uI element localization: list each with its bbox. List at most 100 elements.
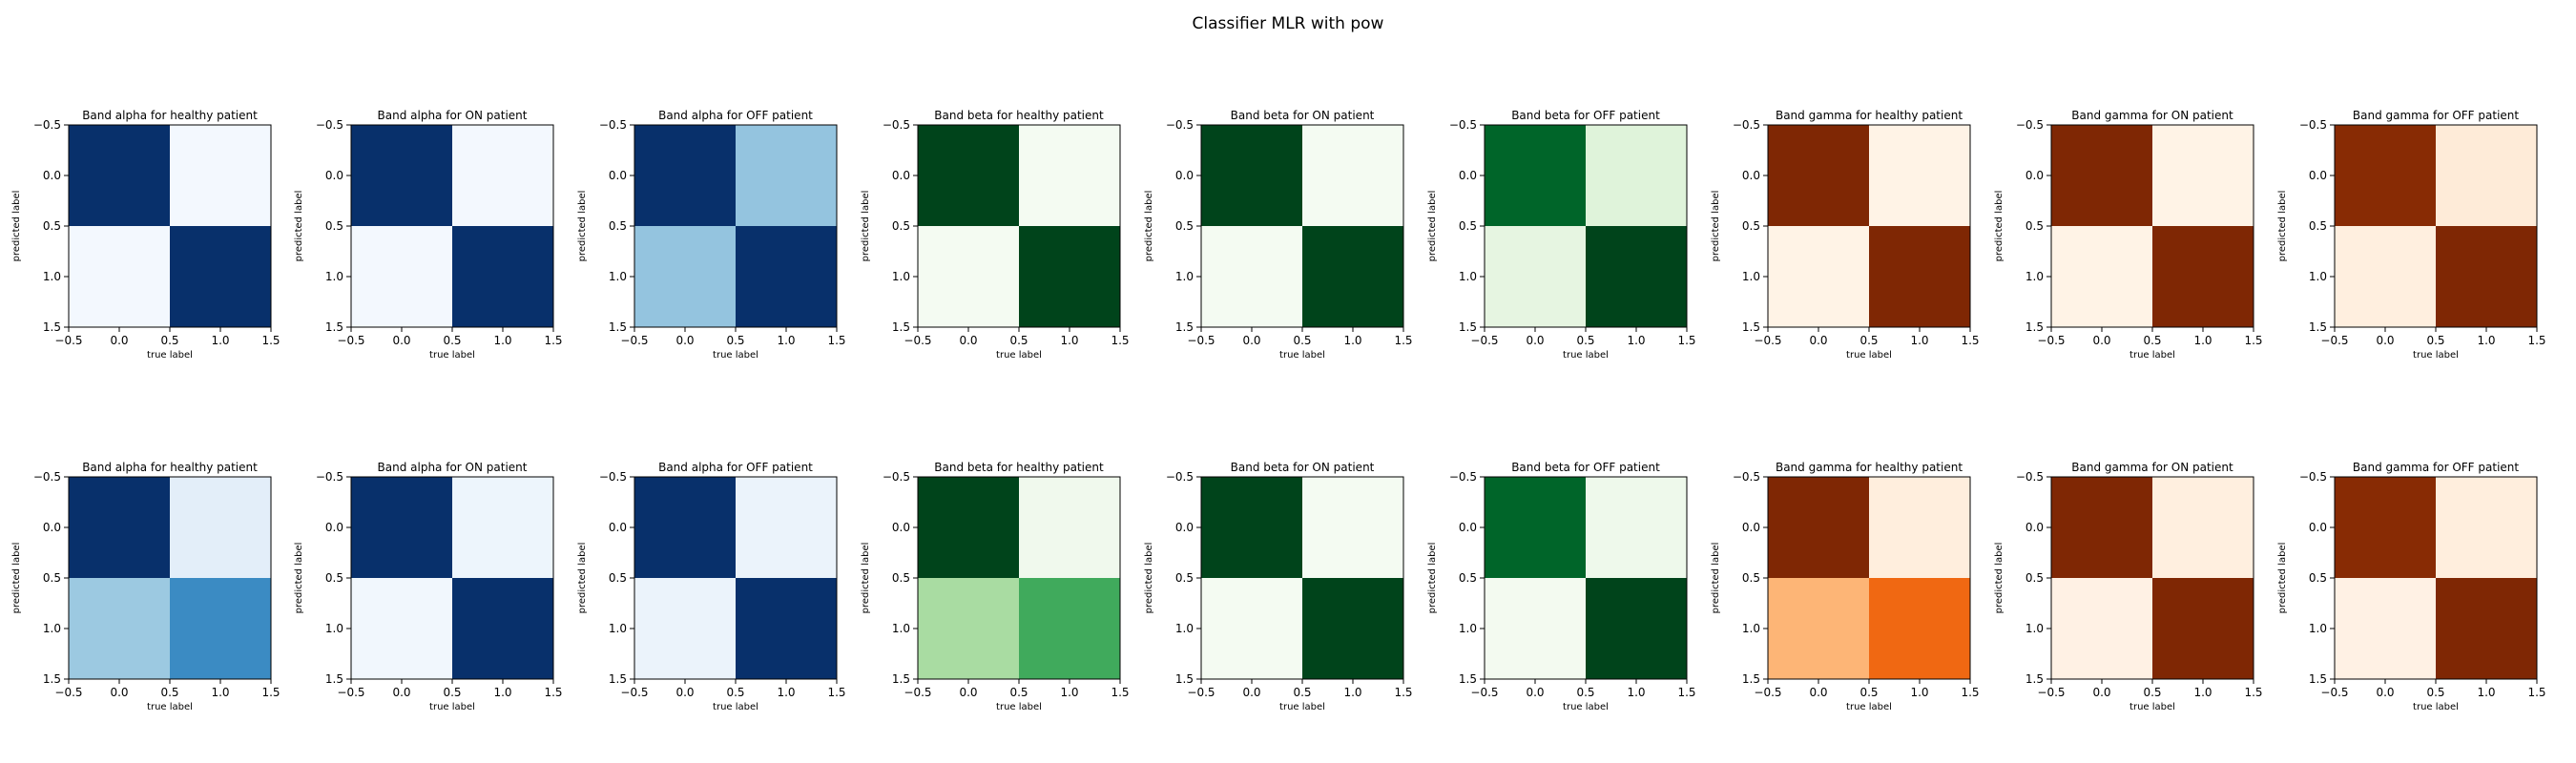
x-axis-label: true label: [713, 702, 758, 712]
heatmap-cell: [2051, 226, 2152, 327]
heatmap-cell: [2436, 477, 2537, 578]
x-tick-label: 1.5: [2527, 334, 2545, 347]
y-tick-label: 1.0: [325, 622, 343, 635]
x-tick-label: −0.5: [904, 334, 931, 347]
heatmap-cell: [1485, 125, 1586, 226]
heatmap-panel: Band alpha for ON patient −0.5 −0.5 0.0 0.0 0…: [294, 109, 563, 361]
x-axis-label: true label: [429, 702, 475, 712]
x-tick-label: −0.5: [2320, 334, 2348, 347]
x-tick-label: 0.5: [1859, 686, 1878, 699]
x-tick-label: 0.0: [1242, 334, 1260, 347]
x-tick-label: 0.0: [110, 686, 128, 699]
x-tick-label: −0.5: [2037, 686, 2065, 699]
heatmap-cell: [1768, 226, 1869, 327]
heatmap-panel: Band gamma for healthy patient −0.5 −0.5 0.…: [1711, 461, 1980, 712]
y-tick-label: −0.5: [883, 118, 910, 132]
y-tick-label: 0.0: [1459, 169, 1477, 182]
heatmap-cell: [918, 226, 1019, 327]
x-axis-label: true label: [1279, 350, 1325, 361]
y-tick-label: 1.0: [892, 622, 910, 635]
y-tick-label: −0.5: [883, 470, 910, 484]
x-tick-label: −0.5: [54, 334, 82, 347]
heatmap-panel: Band alpha for healthy patient −0.5 −0.5 0.…: [11, 109, 280, 361]
y-tick-label: 1.5: [1175, 672, 1194, 686]
heatmap-panel: Band beta for ON patient −0.5 −0.5 0.0 0.0 0.…: [1144, 461, 1413, 712]
figure-title: Classifier MLR with pow: [1193, 14, 1384, 33]
heatmap-panel: Band beta for OFF patient −0.5 −0.5 0.0 0.0 0…: [1427, 461, 1696, 712]
x-tick-label: 1.0: [1627, 334, 1645, 347]
x-tick-label: 1.0: [1910, 686, 1928, 699]
y-axis-label: predicted label: [1427, 543, 1438, 614]
heatmap-cell: [918, 578, 1019, 679]
heatmap-cell: [170, 226, 271, 327]
x-axis-label: true label: [996, 702, 1042, 712]
heatmap-cell: [452, 226, 553, 327]
subplot-title: Band gamma for ON patient: [2071, 461, 2233, 474]
x-axis-label: true label: [713, 350, 758, 361]
heatmap-cell: [736, 226, 837, 327]
x-tick-label: 1.5: [1394, 334, 1412, 347]
y-tick-label: 0.5: [2309, 219, 2327, 233]
heatmap-cell: [452, 125, 553, 226]
heatmap-cell: [1201, 125, 1302, 226]
y-tick-label: 1.5: [609, 672, 627, 686]
y-tick-label: 0.0: [325, 169, 343, 182]
y-tick-label: 1.5: [1742, 672, 1760, 686]
y-tick-label: 0.0: [2025, 521, 2044, 534]
y-axis-label: predicted label: [294, 191, 304, 262]
subplot-title: Band beta for OFF patient: [1511, 461, 1660, 474]
y-tick-label: 1.5: [1459, 320, 1477, 334]
x-axis-label: true label: [147, 702, 193, 712]
y-tick-label: 1.5: [1175, 320, 1194, 334]
heatmap-cell: [1201, 226, 1302, 327]
x-tick-label: 0.5: [2143, 686, 2161, 699]
y-tick-label: 0.0: [2309, 521, 2327, 534]
x-tick-label: 1.0: [2193, 334, 2212, 347]
subplot-title: Band alpha for ON patient: [378, 461, 528, 474]
x-tick-label: 0.0: [1809, 334, 1827, 347]
heatmap-cell: [1302, 578, 1403, 679]
heatmap-cell: [634, 125, 736, 226]
heatmap-cell: [2152, 477, 2254, 578]
y-tick-label: 0.0: [1175, 521, 1194, 534]
heatmap-cell: [736, 477, 837, 578]
y-tick-label: −0.5: [599, 470, 627, 484]
heatmap-cell: [1302, 226, 1403, 327]
y-tick-label: 0.5: [325, 219, 343, 233]
x-axis-label: true label: [2129, 702, 2175, 712]
x-axis-label: true label: [1846, 350, 1892, 361]
heatmap-cell: [2152, 125, 2254, 226]
y-tick-label: −0.5: [599, 118, 627, 132]
y-tick-label: −0.5: [1449, 118, 1477, 132]
heatmap-cell: [1586, 226, 1687, 327]
x-tick-label: 0.5: [1859, 334, 1878, 347]
x-tick-label: 0.0: [2376, 686, 2394, 699]
y-axis-label: predicted label: [1427, 191, 1438, 262]
heatmap-cell: [918, 125, 1019, 226]
x-tick-label: 0.5: [726, 686, 744, 699]
y-axis-label: predicted label: [577, 191, 588, 262]
y-tick-label: 0.5: [1459, 219, 1477, 233]
x-axis-label: true label: [2129, 350, 2175, 361]
heatmap-cell: [351, 578, 452, 679]
x-tick-label: 1.5: [1677, 334, 1695, 347]
x-tick-label: 1.5: [1961, 686, 1979, 699]
subplot-title: Band alpha for OFF patient: [658, 461, 813, 474]
y-tick-label: 0.5: [609, 219, 627, 233]
x-tick-label: 1.5: [827, 686, 845, 699]
x-tick-label: 1.5: [1961, 334, 1979, 347]
x-tick-label: 0.0: [1809, 686, 1827, 699]
y-tick-label: −0.5: [1449, 470, 1477, 484]
y-tick-label: −0.5: [33, 118, 61, 132]
y-tick-label: 1.0: [609, 622, 627, 635]
x-tick-label: 0.0: [675, 686, 694, 699]
y-tick-label: 0.0: [1742, 521, 1760, 534]
x-tick-label: 1.5: [2244, 686, 2262, 699]
x-tick-label: −0.5: [1754, 686, 1781, 699]
y-tick-label: −0.5: [316, 470, 343, 484]
y-tick-label: 1.0: [2309, 622, 2327, 635]
x-axis-label: true label: [1846, 702, 1892, 712]
y-axis-label: predicted label: [2277, 543, 2288, 614]
x-tick-label: 0.5: [1293, 686, 1311, 699]
